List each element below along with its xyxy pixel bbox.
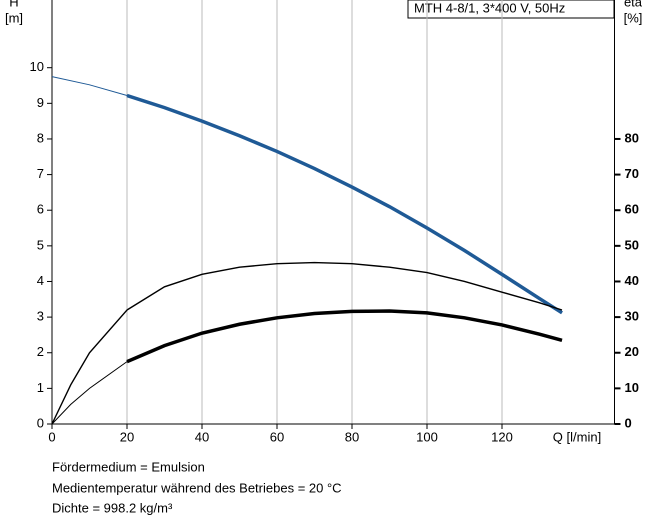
- y-tick-label: 4: [37, 273, 44, 288]
- y-tick-label: 2: [37, 344, 44, 359]
- x-tick-label: 120: [491, 429, 513, 444]
- y2-label: [%]: [624, 10, 643, 25]
- y2-tick-label: 70: [625, 166, 639, 181]
- y2-tick-label: 10: [625, 380, 639, 395]
- y2-tick-label: 60: [625, 202, 639, 217]
- y-tick-label: 1: [37, 380, 44, 395]
- y2-tick-label: 80: [625, 130, 639, 145]
- y-tick-label: 6: [37, 202, 44, 217]
- y-tick-label: 8: [37, 130, 44, 145]
- x-label: Q [l/min]: [553, 429, 601, 444]
- y-label: H: [9, 0, 18, 9]
- x-tick-label: 80: [345, 429, 359, 444]
- x-tick-label: 40: [195, 429, 209, 444]
- curve: [51, 261, 563, 425]
- chart-title: MTH 4-8/1, 3*400 V, 50Hz: [414, 0, 565, 15]
- curve: [126, 93, 563, 315]
- y-tick-label: 3: [37, 309, 44, 324]
- y2-tick-label: 20: [625, 344, 639, 359]
- y2-label: eta: [624, 0, 643, 9]
- y2-tick-label: 0: [625, 415, 632, 430]
- note: Fördermedium = Emulsion: [52, 459, 205, 474]
- y-tick-label: 0: [37, 415, 44, 430]
- y2-tick-label: 40: [625, 273, 639, 288]
- y-label: [m]: [5, 10, 23, 25]
- y-tick-label: 5: [37, 237, 44, 252]
- curve: [126, 309, 563, 364]
- y2-tick-label: 50: [625, 237, 639, 252]
- x-tick-label: 20: [120, 429, 134, 444]
- y-tick-label: 7: [37, 166, 44, 181]
- y2-tick-label: 30: [625, 309, 639, 324]
- y-tick-label: 9: [37, 95, 44, 110]
- note: Dichte = 998.2 kg/m³: [52, 500, 173, 515]
- note: Medientemperatur während des Betriebes =…: [52, 480, 342, 495]
- x-tick-label: 60: [270, 429, 284, 444]
- curve: [51, 310, 563, 425]
- curve: [51, 76, 563, 314]
- x-tick-label: 100: [416, 429, 438, 444]
- y-tick-label: 10: [30, 59, 44, 74]
- x-tick-label: 0: [48, 429, 55, 444]
